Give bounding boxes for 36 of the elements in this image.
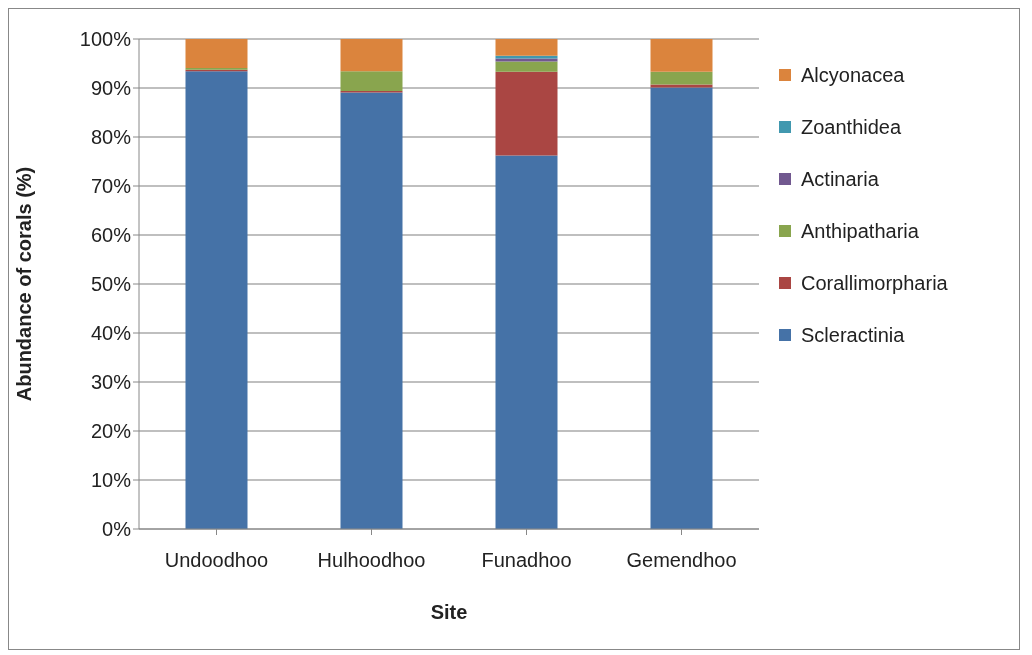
legend-label: Alcyonacea <box>801 63 905 87</box>
bar <box>650 71 713 85</box>
legend-label: Corallimorpharia <box>801 271 948 295</box>
x-axis-title: Site <box>430 601 468 623</box>
legend-label: Actinaria <box>801 167 879 191</box>
bar <box>340 92 403 529</box>
y-tick-label: 90% <box>90 77 132 100</box>
y-axis-title: Abundance of corals (%) <box>13 166 36 402</box>
y-tick-label: 60% <box>90 224 132 247</box>
bar <box>495 155 558 529</box>
bar <box>650 39 713 72</box>
bar <box>340 39 403 72</box>
y-tick-label: 100% <box>79 28 132 51</box>
x-tick-label: Undoodhoo <box>164 549 269 572</box>
x-tick-label: Funadhoo <box>481 549 572 572</box>
y-tick-label: 0% <box>102 518 132 541</box>
bar <box>650 87 713 529</box>
y-tick-label: 40% <box>90 322 132 345</box>
bar <box>185 71 248 529</box>
y-tick-label: 10% <box>90 469 132 492</box>
legend-label: Anthipatharia <box>801 219 919 243</box>
x-tick-label: Gemendhoo <box>626 549 737 572</box>
bar <box>650 84 713 88</box>
y-tick-label: 80% <box>90 126 132 149</box>
y-tick-label: 50% <box>90 273 132 296</box>
y-tick-label: 20% <box>90 420 132 443</box>
bar <box>340 71 403 91</box>
legend-label: Scleractinia <box>801 323 905 347</box>
bar <box>185 39 248 68</box>
bar <box>495 61 558 72</box>
bar <box>495 39 558 56</box>
legend-label: Zoanthidea <box>801 115 902 139</box>
x-tick-label: Hulhoodhoo <box>317 549 426 572</box>
y-tick-label: 70% <box>90 175 132 198</box>
bar <box>495 71 558 156</box>
y-tick-label: 30% <box>90 371 132 394</box>
